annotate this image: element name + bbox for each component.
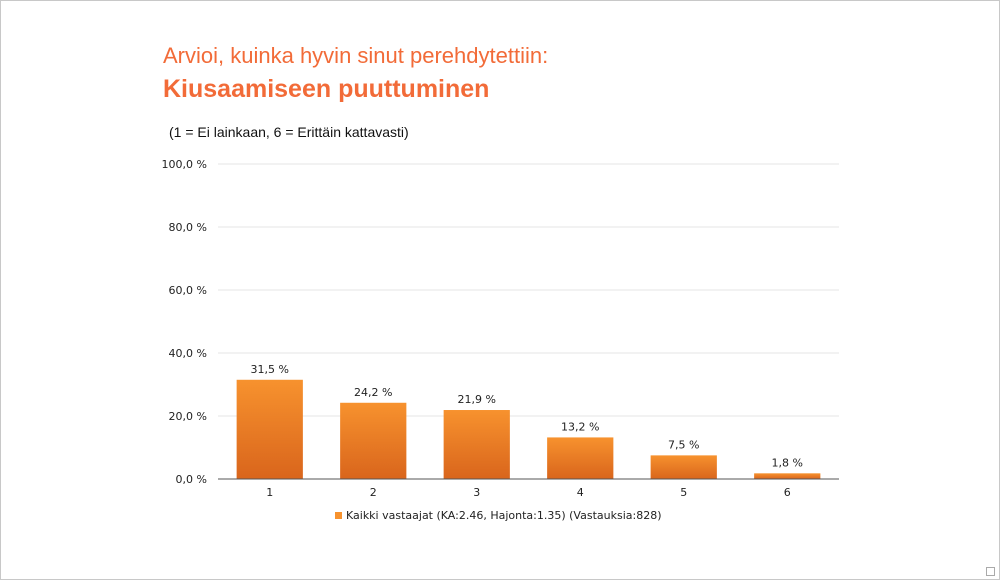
bar	[340, 402, 407, 479]
resize-handle-icon[interactable]	[986, 567, 995, 576]
x-tick-label: 4	[577, 486, 584, 499]
bar-value-label: 7,5 %	[668, 438, 699, 451]
x-tick-label: 1	[266, 486, 273, 499]
y-tick-label: 100,0 %	[162, 158, 207, 171]
y-tick-label: 40,0 %	[169, 347, 207, 360]
bar	[650, 455, 717, 479]
x-tick-label: 2	[370, 486, 377, 499]
slide-title: Arvioi, kuinka hyvin sinut perehdytettii…	[163, 43, 549, 68]
legend-swatch	[335, 512, 342, 519]
bar-value-label: 24,2 %	[354, 386, 392, 399]
bar	[236, 379, 303, 479]
y-tick-label: 80,0 %	[169, 221, 207, 234]
bar-value-label: 1,8 %	[772, 456, 803, 469]
bar-value-label: 13,2 %	[561, 420, 599, 433]
bar	[443, 410, 510, 479]
bar	[547, 437, 614, 479]
bar-value-label: 31,5 %	[251, 363, 289, 376]
legend-label: Kaikki vastaajat (KA:2.46, Hajonta:1.35)…	[346, 509, 662, 522]
y-tick-label: 0,0 %	[176, 473, 207, 486]
y-tick-label: 60,0 %	[169, 284, 207, 297]
x-tick-label: 3	[473, 486, 480, 499]
x-tick-label: 6	[784, 486, 791, 499]
chart-legend: Kaikki vastaajat (KA:2.46, Hajonta:1.35)…	[335, 509, 662, 522]
chart-subtitle: (1 = Ei lainkaan, 6 = Erittäin kattavast…	[169, 124, 409, 140]
y-tick-label: 20,0 %	[169, 410, 207, 423]
x-tick-label: 5	[680, 486, 687, 499]
slide-heading: Kiusaamiseen puuttuminen	[163, 75, 490, 103]
bar-value-label: 21,9 %	[458, 393, 496, 406]
bar	[754, 473, 821, 479]
